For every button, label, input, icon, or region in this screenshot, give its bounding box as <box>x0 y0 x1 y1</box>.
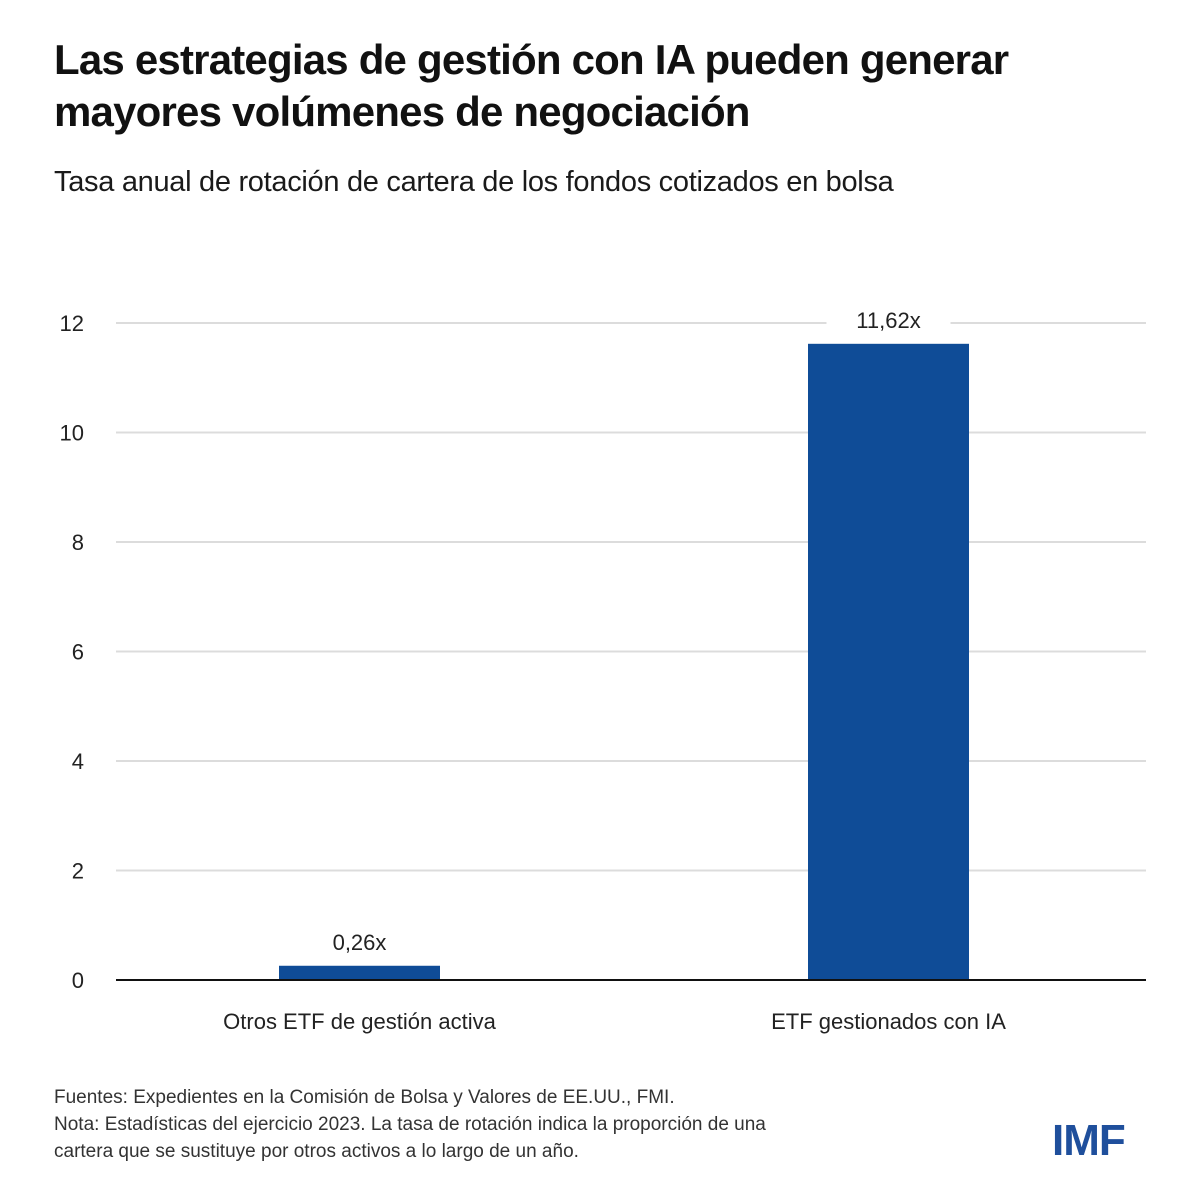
y-tick-label: 6 <box>72 640 84 665</box>
bar-chart: 0 2 4 6 8 10 12 0,26x 11,62x Otros ETF de gesti… <box>59 303 1146 1034</box>
category-label: Otros ETF de gestión activa <box>223 1009 496 1034</box>
bars <box>279 343 969 980</box>
data-label: 11,62x <box>856 308 920 333</box>
bar <box>279 965 440 980</box>
category-label: ETF gestionados con IA <box>771 1009 1006 1034</box>
bar <box>808 343 969 980</box>
category-labels: Otros ETF de gestión activa ETF gestionad… <box>223 1009 1006 1034</box>
y-tick-label: 4 <box>72 749 84 774</box>
note-text-line-2: cartera que se sustituye por otros activ… <box>54 1141 579 1162</box>
footer-notes: Fuentes: Expedientes en la Comisión de B… <box>54 1084 954 1165</box>
y-axis-ticks: 0 2 4 6 8 10 12 <box>60 311 84 993</box>
data-labels: 0,26x 11,62x <box>297 303 951 958</box>
data-label-background <box>297 925 422 958</box>
chart-subtitle: Tasa anual de rotación de cartera de los… <box>54 166 894 198</box>
sources-text: Fuentes: Expedientes en la Comisión de B… <box>54 1087 675 1108</box>
note-text-line-1: Nota: Estadísticas del ejercicio 2023. L… <box>54 1114 766 1135</box>
data-label: 0,26x <box>333 930 387 955</box>
y-tick-label: 2 <box>72 859 84 884</box>
y-tick-label: 8 <box>72 530 84 555</box>
gridlines <box>116 322 1146 872</box>
data-label-background <box>826 303 951 336</box>
y-tick-label: 10 <box>60 421 84 446</box>
chart-title: Las estrategias de gestión con IA pueden… <box>54 36 1009 135</box>
y-tick-label: 0 <box>72 968 84 993</box>
imf-logo: IMF <box>1052 1116 1126 1165</box>
y-tick-label: 12 <box>60 311 84 336</box>
